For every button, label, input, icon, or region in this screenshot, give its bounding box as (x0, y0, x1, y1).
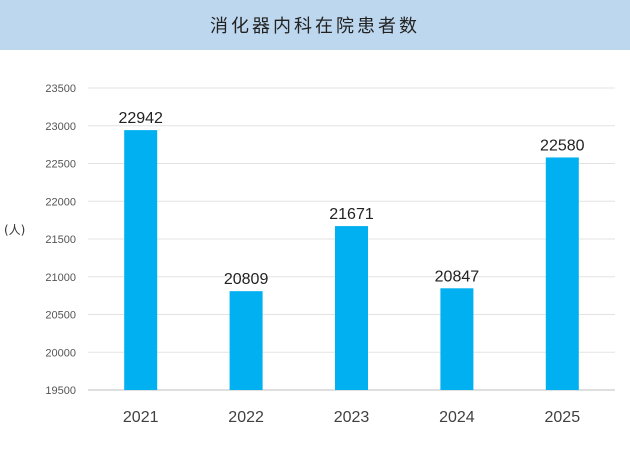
x-tick-label-2023: 2023 (334, 409, 370, 426)
y-tick-label: 21000 (45, 272, 76, 284)
title-bar: 消化器内科在院患者数 (0, 0, 630, 50)
data-label-2021: 22942 (118, 110, 163, 127)
y-tick-label: 20000 (45, 347, 76, 359)
x-tick-label-2024: 2024 (439, 409, 475, 426)
bar-2025 (545, 157, 579, 390)
y-tick-label: 21500 (45, 234, 76, 246)
data-label-2022: 20809 (224, 271, 269, 288)
y-tick-label: 20500 (45, 310, 76, 322)
bar-2021 (124, 130, 158, 390)
y-tick-label: 19500 (45, 385, 76, 397)
chart-title: 消化器内科在院患者数 (210, 16, 420, 37)
bar-2022 (229, 291, 263, 390)
x-tick-label-2025: 2025 (545, 409, 581, 426)
data-label-2023: 21671 (329, 206, 374, 223)
data-label-2024: 20847 (435, 268, 480, 285)
y-axis-unit-label: (人) (4, 223, 26, 237)
y-tick-label: 22000 (45, 196, 76, 208)
bar-2024 (440, 288, 474, 390)
x-tick-label-2021: 2021 (123, 409, 159, 426)
y-tick-label: 23000 (45, 121, 76, 133)
x-tick-label-2022: 2022 (228, 409, 264, 426)
data-label-2025: 22580 (540, 137, 585, 154)
y-tick-label: 23500 (45, 83, 76, 95)
y-tick-label: 22500 (45, 159, 76, 171)
bar-2023 (335, 226, 368, 390)
